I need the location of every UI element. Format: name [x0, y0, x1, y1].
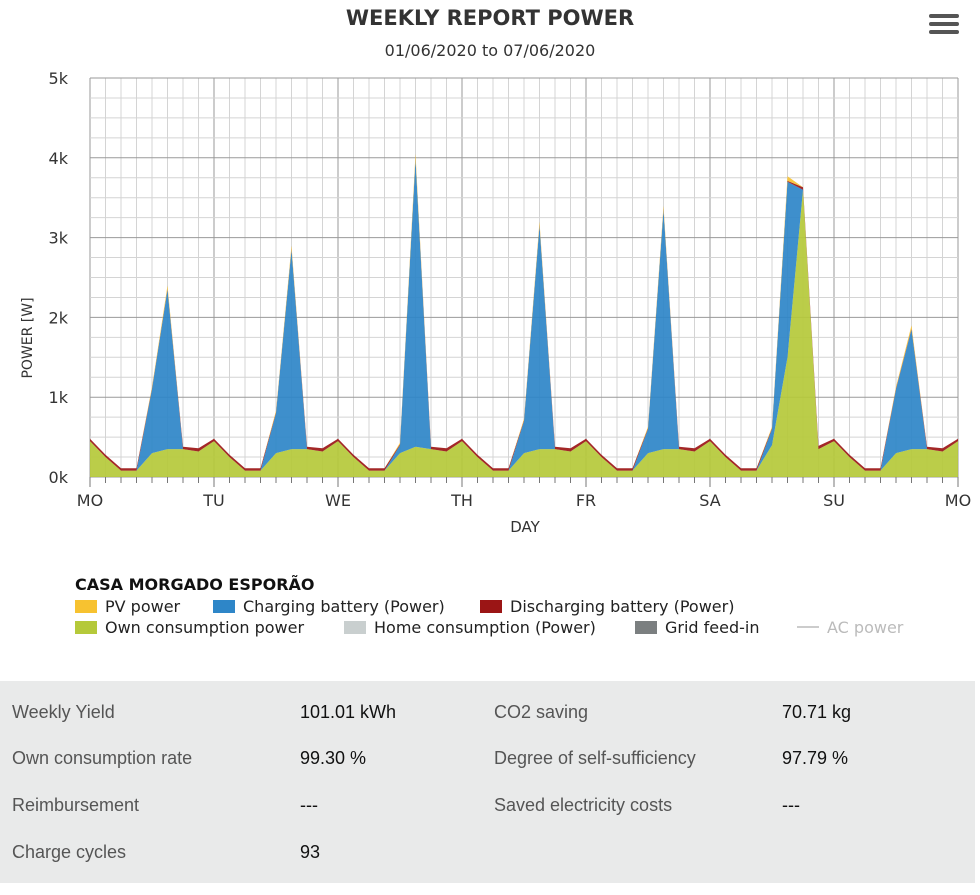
- legend-item-grid-feed-in[interactable]: Grid feed-in: [635, 618, 760, 637]
- legend-title: CASA MORGADO ESPORÃO: [75, 575, 315, 594]
- co2-saving-label: CO2 saving: [494, 702, 589, 722]
- home-consumption-swatch: [344, 621, 366, 634]
- chart-areas: [90, 153, 958, 477]
- legend-item-home-consumption[interactable]: Home consumption (Power): [344, 618, 596, 637]
- pv-power-swatch: [75, 600, 97, 613]
- legend-item-discharging-battery[interactable]: Discharging battery (Power): [480, 597, 734, 616]
- weekly-yield-value: 101.01 kWh: [300, 702, 397, 722]
- stats-row: Own consumption rate 99.30 % Degree of s…: [0, 748, 975, 778]
- self-sufficiency-value: 97.79 %: [782, 748, 849, 768]
- y-tick-label: 5k: [49, 69, 69, 88]
- grid-feed-in-swatch: [635, 621, 657, 634]
- y-tick-label: 0k: [49, 468, 69, 487]
- x-axis-ticks: MO TU WE TH FR SA SU MO: [77, 477, 971, 510]
- legend-item-pv-power[interactable]: PV power: [75, 597, 180, 616]
- charge-cycles-value: 93: [300, 842, 321, 862]
- chart-grid: [89, 77, 959, 478]
- chart-subtitle: 01/06/2020 to 07/06/2020: [384, 41, 596, 60]
- hamburger-menu-icon[interactable]: [929, 14, 959, 38]
- y-tick-label: 1k: [49, 388, 69, 407]
- x-axis-label: DAY: [510, 518, 540, 536]
- reimbursement-label: Reimbursement: [12, 795, 140, 815]
- self-sufficiency-label: Degree of self-sufficiency: [494, 748, 696, 768]
- reimbursement-value: ---: [300, 795, 318, 815]
- x-tick-label: SA: [699, 491, 720, 510]
- own-consumption-swatch: [75, 621, 97, 634]
- y-axis-label: POWER [W]: [20, 297, 36, 378]
- y-axis-ticks: 0k 1k 2k 3k 4k 5k: [49, 69, 69, 487]
- chart-title: WEEKLY REPORT POWER: [345, 6, 635, 30]
- stats-panel: Weekly Yield 101.01 kWh CO2 saving 70.71…: [0, 681, 975, 883]
- series-area-charging-battery-power-: [90, 159, 958, 471]
- legend: CASA MORGADO ESPORÃO PV power Charging b…: [75, 575, 955, 639]
- ac-power-swatch: [797, 626, 819, 628]
- saved-costs-value: ---: [782, 795, 800, 815]
- legend-item-ac-power[interactable]: AC power: [797, 618, 903, 637]
- x-tick-label: SU: [823, 491, 845, 510]
- legend-item-own-consumption[interactable]: Own consumption power: [75, 618, 304, 637]
- charging-battery-swatch: [213, 600, 235, 613]
- x-tick-label: TH: [450, 491, 473, 510]
- legend-item-charging-battery[interactable]: Charging battery (Power): [213, 597, 445, 616]
- y-tick-label: 4k: [49, 149, 69, 168]
- saved-costs-label: Saved electricity costs: [494, 795, 673, 815]
- x-tick-label: MO: [945, 491, 971, 510]
- charge-cycles-label: Charge cycles: [12, 842, 127, 862]
- x-tick-label: MO: [77, 491, 103, 510]
- y-tick-label: 2k: [49, 308, 69, 327]
- own-consumption-rate-label: Own consumption rate: [12, 748, 193, 768]
- x-tick-label: TU: [202, 491, 224, 510]
- co2-saving-value: 70.71 kg: [782, 702, 852, 722]
- stats-row: Weekly Yield 101.01 kWh CO2 saving 70.71…: [0, 702, 975, 732]
- own-consumption-rate-value: 99.30 %: [300, 748, 367, 768]
- weekly-yield-label: Weekly Yield: [12, 702, 115, 722]
- x-tick-label: WE: [325, 491, 351, 510]
- stats-row: Charge cycles 93: [0, 842, 975, 872]
- stats-row: Reimbursement --- Saved electricity cost…: [0, 795, 975, 825]
- y-tick-label: 3k: [49, 229, 69, 248]
- discharging-battery-swatch: [480, 600, 502, 613]
- x-tick-label: FR: [576, 491, 596, 510]
